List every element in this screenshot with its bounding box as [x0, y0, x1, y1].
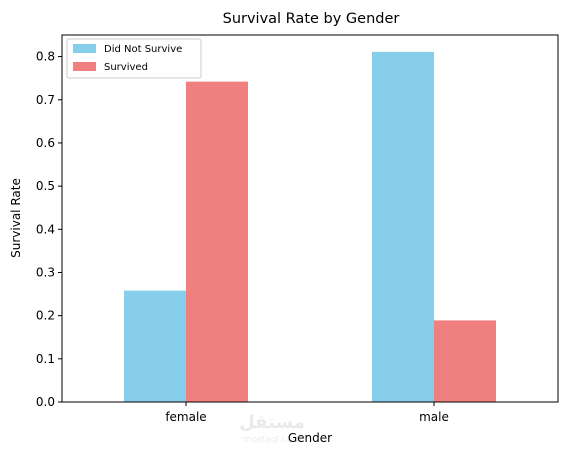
legend-swatch-did-not-survive — [73, 44, 96, 53]
x-tick-label-female: female — [165, 410, 206, 424]
legend: Did Not Survive Survived — [66, 38, 202, 79]
x-tick-label-male: male — [419, 410, 449, 424]
legend-box — [66, 38, 202, 79]
watermark-url: mostaql.com — [243, 435, 301, 445]
x-axis-label: Gender — [288, 431, 332, 445]
watermark: مستقل mostaql.com — [239, 412, 305, 445]
legend-swatch-survived — [73, 62, 96, 71]
legend-label-survived: Survived — [104, 62, 148, 73]
bar-male-did-not-survive — [372, 51, 434, 402]
y-axis-ticks: 0.0 0.1 0.2 0.3 0.4 0.5 0.6 0.7 0.8 — [36, 50, 62, 409]
y-tick-label: 0.2 — [36, 309, 55, 323]
bar-female-did-not-survive — [124, 290, 186, 402]
legend-label-did-not-survive: Did Not Survive — [104, 44, 182, 55]
watermark-logo-text: مستقل — [239, 412, 305, 433]
y-tick-label: 0.4 — [36, 222, 55, 236]
y-tick-label: 0.3 — [36, 265, 55, 279]
chart-title: Survival Rate by Gender — [223, 11, 400, 27]
bar-male-survived — [434, 320, 496, 402]
bars-layer — [124, 51, 496, 402]
x-axis-ticks: female male — [165, 402, 449, 424]
y-tick-label: 0.0 — [36, 395, 55, 409]
y-tick-label: 0.6 — [36, 136, 55, 150]
y-tick-label: 0.7 — [36, 93, 55, 107]
y-tick-label: 0.5 — [36, 179, 55, 193]
bar-female-survived — [186, 81, 248, 402]
y-axis-label: Survival Rate — [9, 178, 23, 258]
y-tick-label: 0.8 — [36, 50, 55, 64]
y-tick-label: 0.1 — [36, 352, 55, 366]
plot-area-frame — [61, 34, 559, 403]
